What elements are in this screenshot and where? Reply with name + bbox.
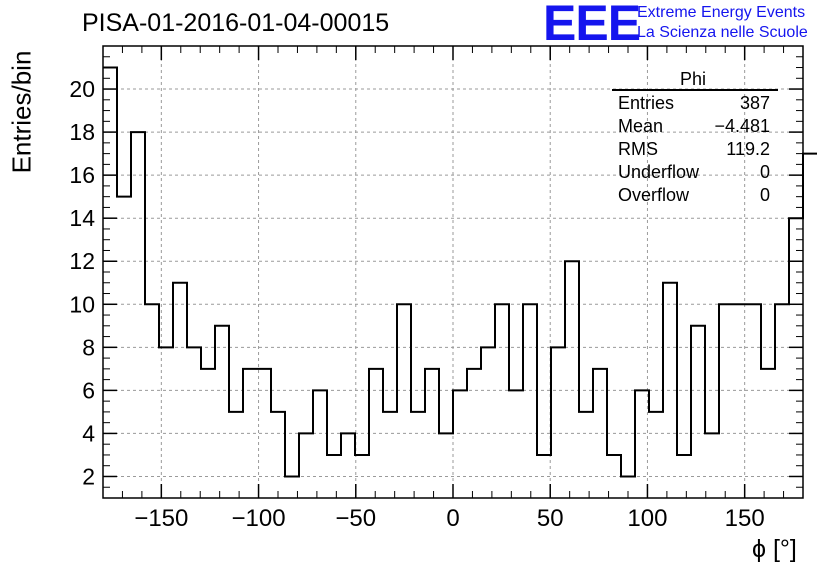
x-tick-label: 50 xyxy=(537,505,564,532)
stats-divider xyxy=(612,89,778,91)
logo-line-1: Extreme Energy Events xyxy=(637,4,806,21)
stat-underflow-value: 0 xyxy=(759,162,770,182)
stat-rms-value: 119.2 xyxy=(726,139,770,159)
y-tick-label: 6 xyxy=(82,377,95,403)
stat-underflow-label: Underflow xyxy=(618,162,700,182)
stats-title: Phi xyxy=(680,69,707,89)
stat-entries-value: 387 xyxy=(739,93,770,113)
y-tick-label: 20 xyxy=(69,76,95,102)
x-tick-label: −50 xyxy=(335,505,376,532)
stat-mean-label: Mean xyxy=(618,116,664,136)
y-tick-label: 10 xyxy=(69,291,95,317)
y-tick-label: 8 xyxy=(82,334,95,360)
stat-rms-label: RMS xyxy=(618,139,658,159)
x-tick-label: 150 xyxy=(725,505,765,532)
y-tick-label: 2 xyxy=(82,463,95,489)
chart-title: PISA-01-2016-01-04-00015 xyxy=(82,9,390,37)
y-tick-label: 12 xyxy=(69,248,95,274)
stat-overflow-label: Overflow xyxy=(618,185,690,205)
y-tick-label: 4 xyxy=(82,420,95,446)
logo-line-2: La Scienza nelle Scuole xyxy=(637,24,808,41)
eee-logo: EEE xyxy=(543,0,641,51)
x-axis-label: ϕ [°] xyxy=(752,535,797,563)
histogram-line xyxy=(103,66,817,478)
x-tick-label: 0 xyxy=(446,505,459,532)
x-tick-label: −150 xyxy=(134,505,188,532)
x-tick-label: 100 xyxy=(627,505,667,532)
y-tick-label: 18 xyxy=(69,119,95,145)
stat-entries-label: Entries xyxy=(618,93,675,113)
x-tick-label: −100 xyxy=(232,505,286,532)
stat-overflow-value: 0 xyxy=(759,185,770,205)
y-tick-label: 14 xyxy=(69,205,95,231)
stat-mean-value: −4.481 xyxy=(714,116,770,136)
y-tick-label: 16 xyxy=(69,162,95,188)
